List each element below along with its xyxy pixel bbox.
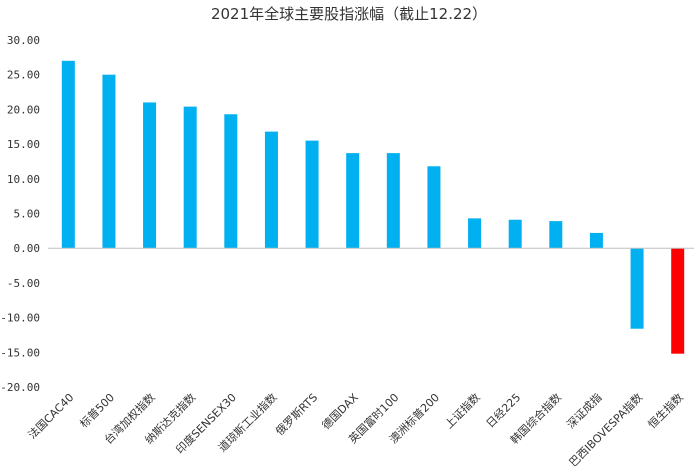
x-tick-label: 德国DAX [319,390,361,432]
y-tick-label: -5.00 [7,277,40,290]
y-axis: 30.00 25.00 20.00 15.00 10.00 5.00 0.00 -5.00 -1… [0,34,40,394]
bar [61,60,75,249]
bar [143,102,157,249]
bar-series [61,60,685,354]
y-tick-label: 30.00 [7,34,40,47]
bar [468,218,482,249]
x-tick-label: 标普500 [77,390,117,430]
y-tick-label: 25.00 [7,69,40,82]
bar [264,131,278,249]
x-tick-label: 日经225 [484,391,524,431]
y-tick-label: 0.00 [14,242,41,255]
bar [671,248,685,354]
x-tick-label: 法国CAC40 [25,390,76,441]
bar [508,219,522,249]
y-tick-label: 20.00 [7,103,40,116]
bar [427,166,441,249]
x-tick-label: 俄罗斯RTS [273,391,320,438]
bar [224,114,238,249]
y-tick-label: 5.00 [14,208,41,221]
bar [589,232,603,249]
x-tick-label: 上证指数 [442,390,483,431]
y-tick-label: 15.00 [7,138,40,151]
chart-title: 2021年全球主要股指涨幅（截止12.22） [211,5,487,23]
y-tick-label: -20.00 [0,381,40,394]
x-axis: 法国CAC40 标普500台湾加权指数纳斯达克指数印度SENSEX30道琼斯工业指… [25,390,686,470]
x-tick-label: 深证成指 [564,390,605,431]
y-tick-label: -10.00 [0,312,40,325]
bar [305,140,319,249]
bar [630,248,644,329]
bar [183,106,197,249]
bar [102,74,116,249]
bar [386,153,400,249]
y-tick-label: -15.00 [0,346,40,359]
x-tick-label: 恒生指数 [645,390,686,431]
bar [549,221,563,249]
y-tick-label: 10.00 [7,173,40,186]
x-tick-label: 巴西IBOVESPA指数 [566,390,645,469]
bar [346,153,360,249]
